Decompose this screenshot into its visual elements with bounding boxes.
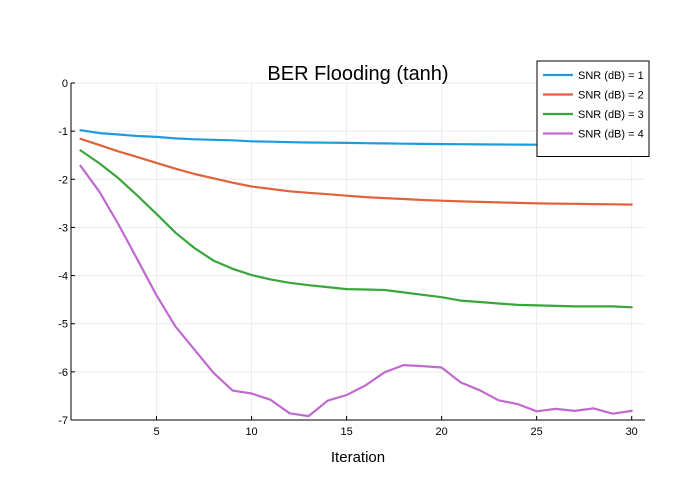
x-tick-label: 20 <box>436 426 448 438</box>
y-tick-label: -6 <box>58 367 68 379</box>
y-tick-label: 0 <box>62 78 68 90</box>
legend-label: SNR (dB) = 2 <box>578 90 644 102</box>
y-tick-label: -4 <box>58 271 68 283</box>
legend-box <box>536 60 650 157</box>
legend-label: SNR (dB) = 1 <box>578 70 644 82</box>
x-tick-label: 15 <box>340 426 352 438</box>
legend-label: SNR (dB) = 4 <box>578 129 644 141</box>
x-tick-label: 5 <box>153 426 159 438</box>
series-lines <box>79 129 633 418</box>
x-tick-label: 25 <box>531 426 543 438</box>
chart-title: BER Flooding (tanh) <box>267 63 448 85</box>
y-tick-label: -2 <box>58 174 68 186</box>
x-tick-label: 30 <box>626 426 638 438</box>
y-tick-label: -5 <box>58 319 68 331</box>
legend: SNR (dB) = 1 SNR (dB) = 2 SNR (dB) = 3 SNR … <box>536 60 650 157</box>
series-line-4 <box>79 164 633 418</box>
series-line-3 <box>79 149 633 309</box>
y-tick-label: -3 <box>58 222 68 234</box>
series-line-2 <box>79 137 633 206</box>
legend-label: SNR (dB) = 3 <box>578 109 644 121</box>
axes: 5 10 15 20 25 30 0 -1 -2 -3 -4 -5 -6 -7 <box>58 78 645 438</box>
y-tick-label: -1 <box>58 126 68 138</box>
x-tick-label: 10 <box>245 426 257 438</box>
y-tick-label: -7 <box>58 415 68 427</box>
x-axis-label: Iteration <box>331 449 385 466</box>
